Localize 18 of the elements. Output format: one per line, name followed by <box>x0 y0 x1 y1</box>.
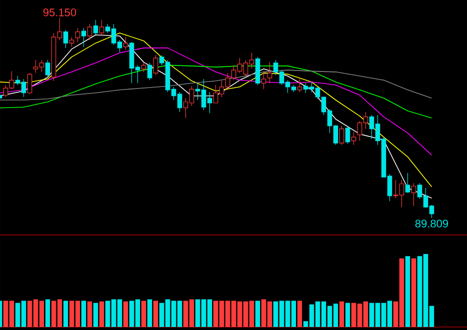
bar <box>87 301 92 327</box>
bar <box>81 300 86 327</box>
bar <box>153 300 158 327</box>
annotation: 95.150 <box>43 8 76 16</box>
bar <box>339 301 344 327</box>
bar <box>63 300 68 327</box>
bar <box>45 299 50 327</box>
bar <box>123 301 128 327</box>
bar <box>405 256 410 327</box>
bar <box>99 301 104 327</box>
bar <box>297 300 302 327</box>
bar <box>141 300 146 327</box>
annotation: 89.809 <box>415 220 448 228</box>
bar <box>147 299 152 327</box>
bar <box>345 302 350 327</box>
bar <box>255 300 260 327</box>
bar <box>411 258 416 327</box>
bar <box>93 302 98 327</box>
